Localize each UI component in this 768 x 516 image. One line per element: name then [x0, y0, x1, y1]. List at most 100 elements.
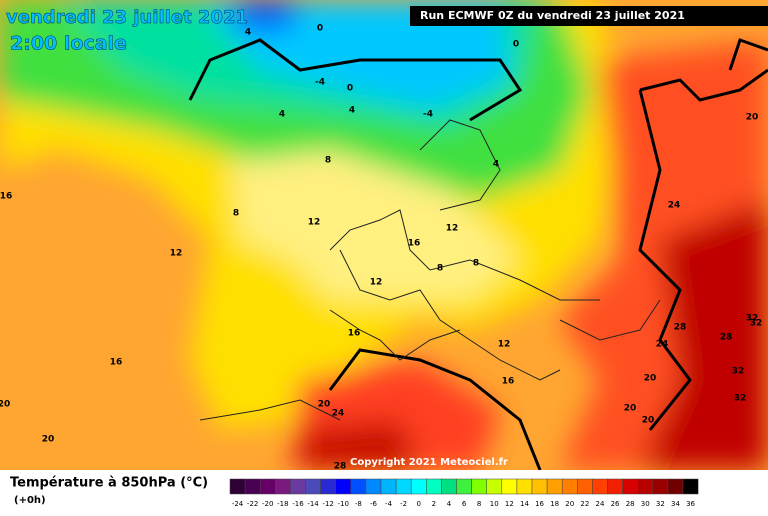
- legend-swatch: [275, 478, 291, 495]
- legend-label: 8: [477, 500, 481, 508]
- legend-swatch: [561, 478, 578, 495]
- date: vendredi 23 juillet 2021: [6, 7, 248, 28]
- legend-label: -12: [322, 500, 333, 508]
- legend-label: 4: [447, 500, 452, 508]
- legend-label: 14: [520, 500, 529, 508]
- legend-swatch: [486, 478, 503, 495]
- contour-label: 8: [473, 259, 479, 269]
- contour-label: 8: [437, 264, 443, 274]
- legend-label: 34: [671, 500, 680, 508]
- contour-label: 8: [325, 156, 331, 166]
- legend-swatch: [305, 478, 321, 495]
- run-box: [410, 6, 768, 26]
- legend-label: 0: [417, 500, 421, 508]
- contour-label: 0: [347, 84, 353, 94]
- legend-swatch: [471, 478, 487, 495]
- contour-label: 28: [674, 323, 687, 333]
- legend-swatch: [350, 478, 367, 495]
- contour-label: 20: [318, 400, 331, 410]
- contour-label: 4: [279, 110, 285, 120]
- contour-label: 28: [334, 462, 347, 472]
- contour-label: 32: [746, 314, 759, 324]
- legend-swatch: [637, 478, 654, 495]
- legend-swatch: [380, 478, 397, 495]
- time: 2:00 locale: [10, 33, 127, 55]
- contour-label: 24: [668, 201, 681, 211]
- legend-label: 22: [580, 500, 589, 508]
- contour-label: 16: [502, 377, 515, 387]
- legend-swatch: [667, 478, 684, 495]
- legend-label: 2: [432, 500, 436, 508]
- contour-label: 12: [446, 224, 459, 234]
- contour-label: -4: [315, 78, 325, 88]
- legend-label: -22: [247, 500, 258, 508]
- contour-label: 0: [317, 24, 323, 34]
- legend-label: 28: [626, 500, 635, 508]
- legend-swatch: [229, 478, 246, 495]
- legend-label: 30: [641, 500, 650, 508]
- legend-label: 32: [656, 500, 665, 508]
- legend-swatch: [395, 478, 412, 495]
- legend-label: -16: [292, 500, 304, 508]
- contour-label: 32: [734, 394, 747, 404]
- legend-swatch: [410, 478, 427, 495]
- legend-swatch: [290, 478, 306, 495]
- contour-label: 12: [498, 340, 511, 350]
- contour-label: 4: [349, 106, 355, 116]
- legend-swatch: [244, 478, 261, 495]
- legend-swatch: [622, 478, 638, 495]
- legend-swatch: [335, 478, 352, 495]
- legend-label: 20: [565, 500, 574, 508]
- contour-label: 20: [624, 404, 637, 414]
- legend-label: -8: [355, 500, 362, 508]
- legend-swatch: [365, 478, 382, 495]
- contour-label: 12: [370, 278, 383, 288]
- legend-swatch: [531, 478, 548, 495]
- legend-swatch: [320, 478, 336, 495]
- legend-swatch: [516, 478, 533, 495]
- legend-swatch: [607, 478, 623, 495]
- contour-label: 16: [348, 329, 361, 339]
- contour-label: 16: [0, 192, 12, 202]
- legend-swatch: [259, 478, 276, 495]
- contour-label: 4: [493, 160, 499, 170]
- legend-label: -4: [385, 500, 393, 508]
- legend-swatch: [501, 478, 518, 495]
- contour-label: 20: [644, 374, 657, 384]
- contour-label: 12: [170, 249, 183, 259]
- legend-label: -18: [277, 500, 288, 508]
- contour-label: 32: [732, 367, 745, 377]
- contour-label: 0: [513, 40, 519, 50]
- legend-label: 24: [595, 500, 604, 508]
- legend-swatch: [426, 478, 442, 495]
- legend-swatch: [577, 478, 593, 495]
- contour-label: 16: [408, 239, 421, 249]
- legend-label: -2: [400, 500, 407, 508]
- legend-label: -10: [338, 500, 349, 508]
- legend-label: -14: [307, 500, 319, 508]
- contour-20: [188, 38, 768, 470]
- legend-label: 12: [505, 500, 514, 508]
- contour-label: 12: [308, 218, 321, 228]
- legend-title: Température à 850hPa (°C): [10, 476, 208, 491]
- contour-label: 20: [42, 435, 55, 445]
- legend-label: -6: [370, 500, 378, 508]
- legend-subtitle: (+0h): [14, 495, 46, 506]
- contour-label: 16: [110, 358, 123, 368]
- legend-label: 16: [535, 500, 544, 508]
- copyright: Copyright 2021 Meteociel.fr: [350, 457, 508, 468]
- legend-label: 6: [462, 500, 467, 508]
- legend-swatch: [652, 478, 669, 495]
- contour-label: 24: [656, 340, 669, 350]
- legend-label: 26: [611, 500, 620, 508]
- legend-swatch: [441, 478, 457, 495]
- contour-label: -4: [423, 110, 433, 120]
- coastlines: [199, 119, 661, 421]
- contour-label: 20: [0, 400, 10, 410]
- run-info: Run ECMWF 0Z du vendredi 23 juillet 2021: [420, 9, 685, 22]
- legend-label: 36: [686, 500, 695, 508]
- contour-label: 8: [233, 209, 239, 219]
- legend-label: 18: [550, 500, 559, 508]
- contour-label: 24: [332, 409, 345, 419]
